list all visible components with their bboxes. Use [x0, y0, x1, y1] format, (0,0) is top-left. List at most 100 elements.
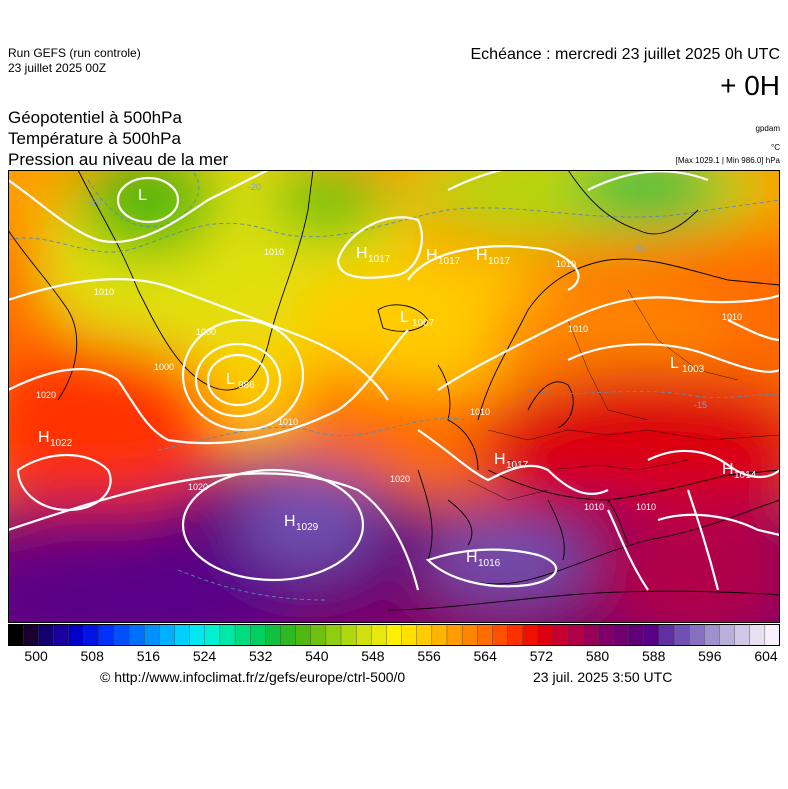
isobar-label: 1020	[390, 474, 410, 484]
isobar-labels: 1010 1010 1010 1000 1010 1010 1010 1020 …	[36, 247, 742, 512]
svg-text:H: H	[476, 247, 488, 264]
color-scale-swatch	[53, 624, 70, 646]
svg-text:1007: 1007	[412, 318, 435, 329]
color-scale-tick-label: 524	[192, 648, 217, 664]
color-scale-swatch	[446, 624, 463, 646]
svg-text:1022: 1022	[50, 438, 73, 449]
color-scale-swatch	[537, 624, 554, 646]
color-scale-tick-label: 572	[529, 648, 554, 664]
color-scale-swatch	[477, 624, 494, 646]
field-title-temperature: Température à 500hPa	[8, 129, 181, 148]
isobar-label: 1010	[636, 502, 656, 512]
temperature-label: -20	[248, 182, 261, 192]
color-scale-swatch	[8, 624, 24, 646]
color-scale-swatch	[416, 624, 433, 646]
color-scale-swatch	[401, 624, 418, 646]
color-scale-swatch	[22, 624, 39, 646]
color-scale-swatch	[598, 624, 615, 646]
isobar-label: 1010	[470, 407, 490, 417]
color-scale-swatch	[719, 624, 736, 646]
color-scale-tick-label: 500	[24, 648, 48, 664]
field-title-geopotential: Géopotentiel à 500hPa	[8, 108, 182, 127]
color-scale-swatch	[249, 624, 267, 646]
coastlines	[8, 170, 780, 611]
color-scale-swatch	[522, 624, 539, 646]
isobar-label: 1000	[154, 362, 174, 372]
color-scale-tick-label: 508	[80, 648, 104, 664]
forecast-valid-time: Echéance : mercredi 23 juillet 2025 0h U…	[470, 46, 781, 63]
color-scale-swatch	[658, 624, 675, 646]
pressure-center: L 1007	[400, 309, 435, 329]
geopotential-shading	[8, 170, 780, 623]
pressure-center: L	[138, 187, 147, 204]
pressure-center: L 1003	[670, 355, 705, 375]
isobar-label: 1010	[278, 417, 298, 427]
color-scale-swatch	[688, 624, 706, 646]
temperature-label: -15	[694, 400, 707, 410]
svg-text:1017: 1017	[438, 256, 461, 267]
isobar-label: 1010	[556, 259, 576, 269]
unit-temperature: °C	[771, 143, 780, 152]
svg-text:H: H	[284, 513, 296, 530]
pressure-centers: L H 1017 H 1017 H 1017 L 1007 L 986	[38, 187, 757, 569]
color-scale-swatch	[265, 624, 282, 646]
unit-geopotential: gpdam	[755, 124, 780, 133]
color-scale-swatch	[613, 624, 630, 646]
pressure-center: H 1017	[494, 451, 529, 471]
svg-text:H: H	[426, 247, 438, 264]
svg-text:L: L	[138, 187, 147, 204]
color-scale-swatch	[128, 624, 145, 646]
map-frame	[8, 170, 780, 623]
svg-text:H: H	[466, 549, 478, 566]
isobar-label: 1010	[584, 502, 604, 512]
color-scale-swatch	[583, 624, 600, 646]
color-scale-swatch	[174, 624, 191, 646]
color-scale-swatch	[98, 624, 115, 646]
color-scale-swatch	[68, 624, 85, 646]
svg-text:1014: 1014	[734, 470, 757, 481]
svg-text:1017: 1017	[488, 256, 511, 267]
svg-text:1017: 1017	[368, 254, 391, 265]
isobar-label: 1010	[264, 247, 284, 257]
color-scale-tick-label: 604	[754, 648, 778, 664]
color-scale-tick-label: 532	[249, 648, 273, 664]
isobar-label: 1010	[568, 324, 588, 334]
isobars	[8, 170, 780, 591]
color-scale-tick-label: 564	[473, 648, 497, 664]
pressure-center: H 1017	[476, 247, 511, 267]
color-scale-swatch	[507, 624, 524, 646]
svg-text:1029: 1029	[296, 522, 319, 533]
source-url: © http://www.infoclimat.fr/z/gefs/europe…	[100, 669, 406, 685]
color-scale-swatch	[371, 624, 388, 646]
color-scale-swatch	[204, 624, 221, 646]
color-scale-swatch	[673, 624, 690, 646]
color-scale-tick-label: 516	[136, 648, 161, 664]
color-scale-swatch	[552, 624, 569, 646]
field-title-pressure: Pression au niveau de la mer	[8, 150, 229, 169]
svg-text:L: L	[226, 371, 235, 388]
color-scale-swatch	[189, 624, 206, 646]
color-scale-swatch	[431, 624, 448, 646]
color-scale-swatch	[325, 624, 342, 646]
pressure-center: H 1029	[284, 513, 319, 533]
color-scale-swatch	[567, 624, 584, 646]
pressure-center: L 986	[226, 371, 255, 391]
color-scale-swatch	[492, 624, 509, 646]
pressure-center: H 1014	[722, 461, 757, 481]
color-scale-frame	[8, 624, 780, 646]
color-scale-swatch	[749, 624, 766, 646]
color-scale-tick-label: 548	[361, 648, 385, 664]
temperature-label: -20	[88, 197, 101, 207]
color-scale-swatch	[386, 624, 403, 646]
isobar-label: 1020	[36, 390, 56, 400]
generated-timestamp: 23 juil. 2025 3:50 UTC	[533, 669, 673, 685]
svg-text:1016: 1016	[478, 558, 501, 569]
color-scale-swatch	[628, 624, 645, 646]
color-scale-swatch	[159, 624, 176, 646]
pressure-max-min: [Max 1029.1 | Min 986.0] hPa	[675, 156, 780, 165]
color-scale-swatch	[461, 624, 478, 646]
pressure-center: H 1017	[426, 247, 461, 267]
svg-text:1017: 1017	[506, 460, 529, 471]
run-title: Run GEFS (run controle)	[8, 46, 141, 60]
color-scale-swatch	[144, 624, 161, 646]
